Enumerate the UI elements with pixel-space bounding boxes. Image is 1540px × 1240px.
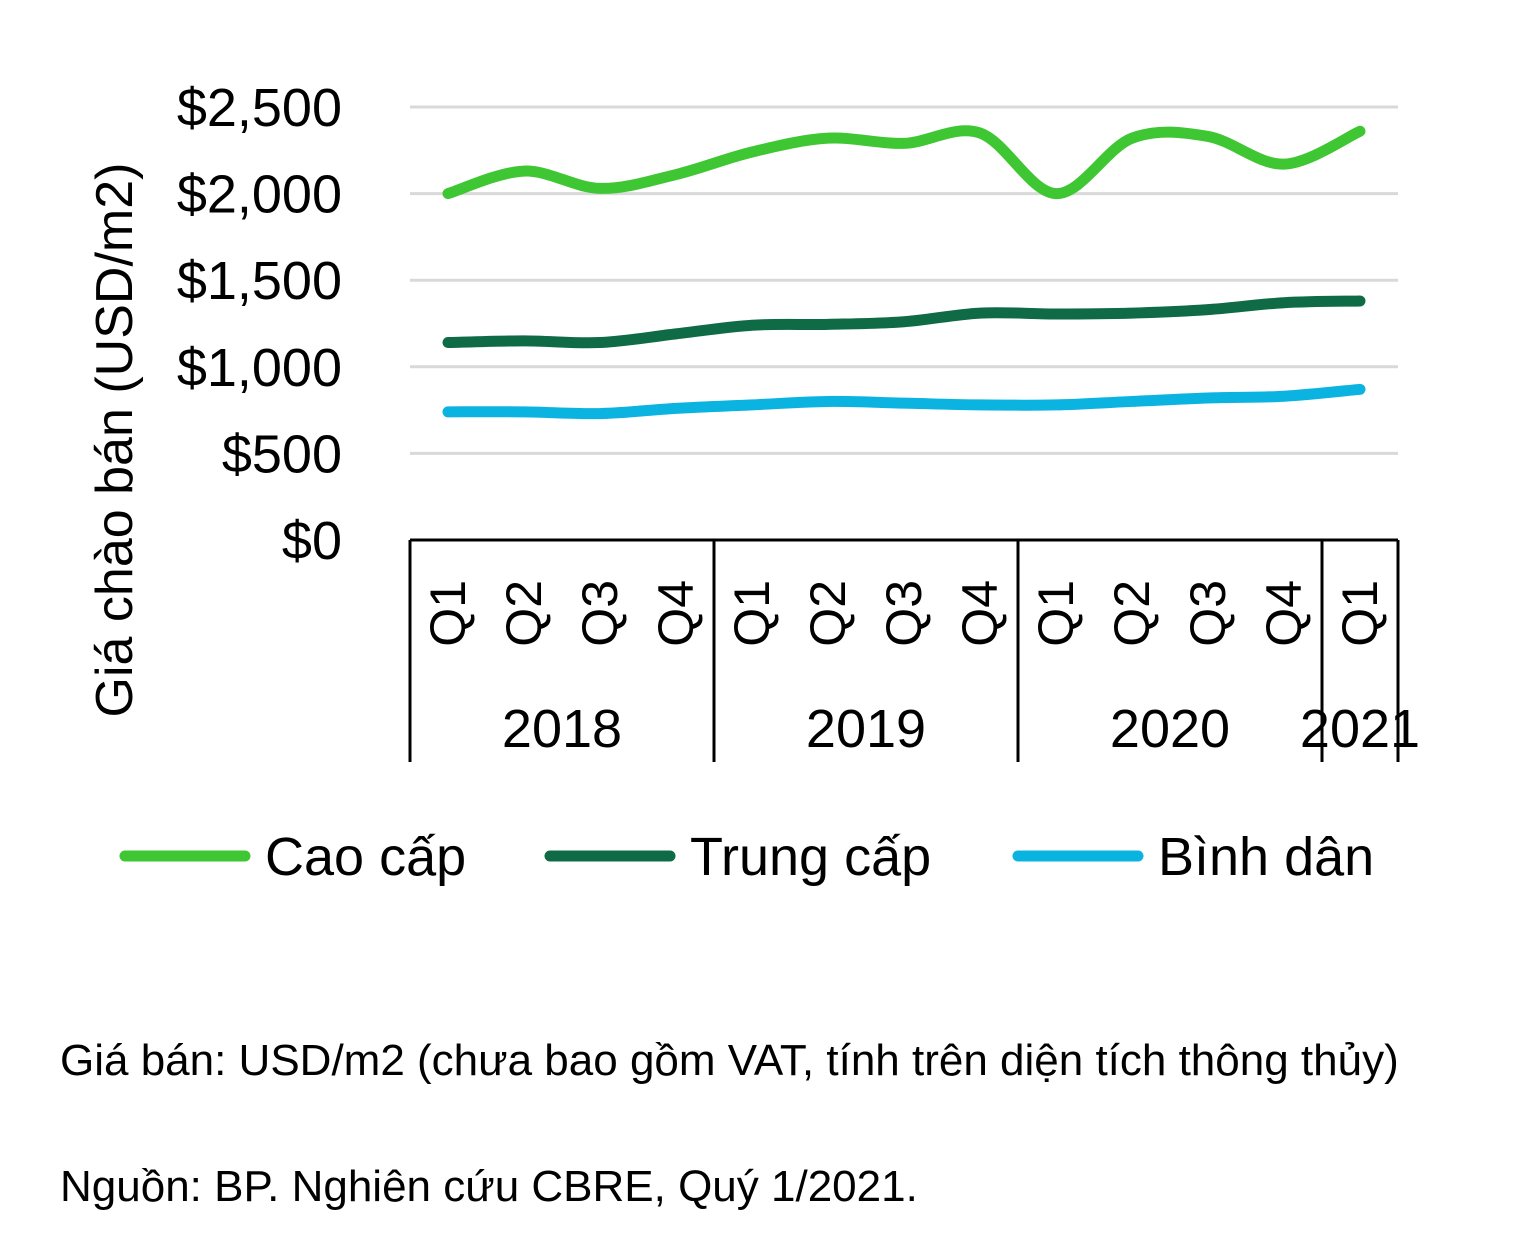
x-tick-label: Q3: [1180, 580, 1236, 647]
price-line-chart: $0$500$1,000$1,500$2,000$2,500 Q1 Q2 Q3 Q4 Q…: [86, 78, 1420, 887]
year-label: 2018: [502, 699, 622, 759]
legend-label: Trung cấp: [690, 827, 931, 887]
legend-label: Cao cấp: [265, 827, 466, 887]
legend: Cao cấp Trung cấp Bình dân: [119, 827, 1374, 887]
x-tick-label: Q1: [724, 580, 780, 647]
year-label: 2019: [806, 699, 926, 759]
y-tick-label: $2,000: [177, 165, 342, 225]
x-tick-label: Q4: [952, 580, 1008, 647]
gridlines: [410, 105, 1398, 455]
x-tick-label: Q2: [1104, 580, 1160, 647]
x-tick-label: Q3: [572, 580, 628, 647]
y-tick-label: $0: [282, 511, 342, 571]
footnote-price-basis: Giá bán: USD/m2 (chưa bao gồm VAT, tính …: [60, 1036, 1399, 1085]
x-tick-label: Q2: [800, 580, 856, 647]
series-line-2: [442, 295, 1366, 349]
x-tick-label: Q1: [1028, 580, 1084, 647]
series-lines: [442, 125, 1366, 420]
y-tick-label: $1,500: [177, 251, 342, 311]
y-tick-label: $500: [222, 424, 342, 484]
x-tick-label: Q4: [648, 580, 704, 647]
year-label: 2021: [1300, 699, 1420, 759]
series-line-3: [442, 383, 1366, 420]
footnote-source: Nguồn: BP. Nghiên cứu CBRE, Quý 1/2021.: [60, 1162, 918, 1211]
legend-label: Bình dân: [1158, 827, 1374, 887]
y-axis-tick-labels: $0 $500 $1,000 $1,500 $2,000 $2,500: [177, 78, 342, 571]
x-tick-label: Q1: [1332, 580, 1388, 647]
x-tick-label: Q3: [876, 580, 932, 647]
y-tick-label: $1,000: [177, 338, 342, 398]
year-label: 2020: [1110, 699, 1230, 759]
x-axis: Q1 Q2 Q3 Q4 Q1 Q2 Q3 Q4 Q1 Q2 Q3 Q4 Q1 2018 2019 2020 20…: [408, 538, 1420, 762]
x-tick-label: Q1: [420, 580, 476, 647]
series-line-1: [442, 125, 1366, 200]
y-tick-label: $2,500: [177, 78, 342, 138]
y-axis-label: Giá chào bán (USD/m2): [86, 163, 144, 718]
x-tick-label: Q2: [496, 580, 552, 647]
x-tick-label: Q4: [1256, 580, 1312, 647]
